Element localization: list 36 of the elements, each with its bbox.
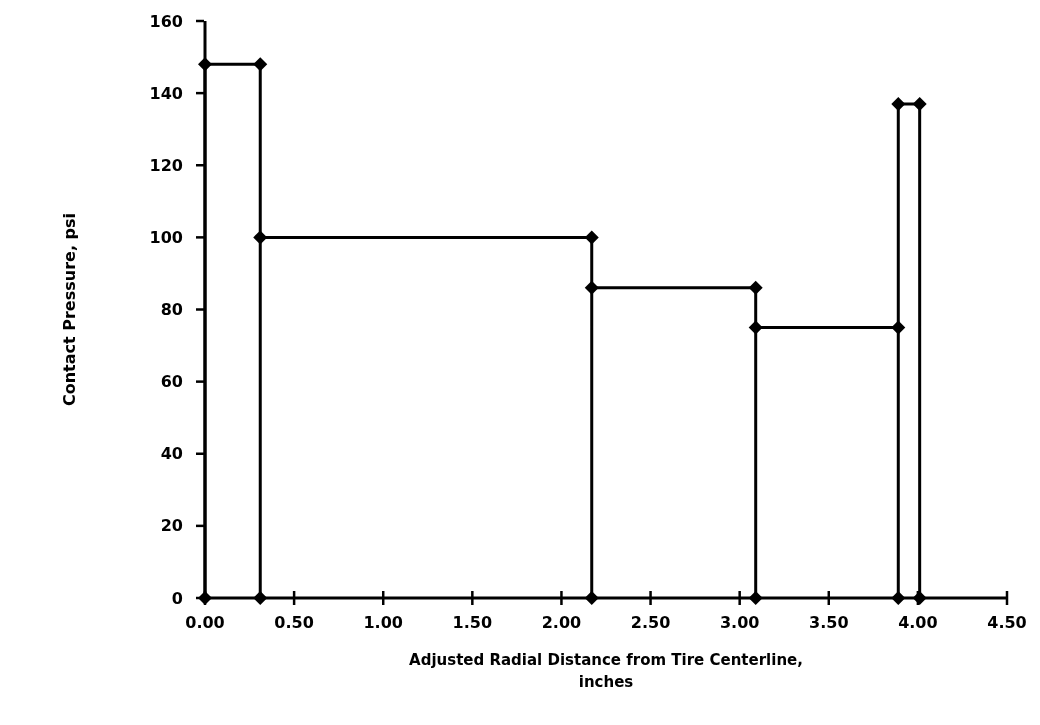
y-tick-label: 60 [160,372,183,392]
point [891,96,906,111]
point [912,591,927,605]
point [891,320,906,335]
y-tick-label: 20 [160,516,183,536]
point [748,591,763,605]
y-tick-label: 0 [171,588,183,608]
point [584,230,599,245]
x-tick-label: 3.00 [719,613,760,632]
x-tick-label: 1.50 [452,613,493,632]
y-tick-label: 40 [160,444,183,464]
x-tick-label: 1.00 [363,613,403,632]
y-tick-label: 80 [160,300,183,320]
point [253,230,268,245]
point [253,591,268,605]
point [748,320,763,335]
point [912,96,927,111]
x-tick-label: 0.50 [274,613,314,632]
y-tick-label: 140 [149,83,183,103]
x-tick-label: 2.50 [630,613,671,632]
y-tick-label: 100 [149,227,183,247]
point [253,57,268,72]
point [584,591,599,605]
point [891,591,906,605]
x-tick-label: 0.00 [185,613,225,632]
x-tick-label: 4.00 [898,613,938,632]
x-tick-label: 4.50 [987,613,1027,632]
point [748,280,763,295]
point [584,280,599,295]
y-tick-label: 120 [149,155,183,175]
y-tick-label: 160 [149,11,183,31]
x-axis-title: Adjusted Radial Distance from Tire Centerline, inches [409,651,803,691]
point [198,57,212,72]
x-tick-label: 2.00 [541,613,582,632]
y-axis-title: Contact Pressure, psi [60,212,79,407]
x-tick-label: 3.50 [809,613,849,632]
